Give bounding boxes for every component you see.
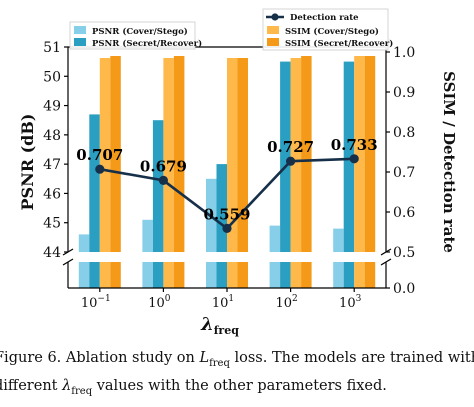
bar-psnr-secret-recover--3	[280, 61, 291, 288]
figure-caption: Figure 6. Ablation study on Lfreq loss. …	[0, 347, 474, 403]
labels-layer: 44 45 46 47 48 49 50 51 0.5 0.6 0.7 0.8 0.9 1.0 0.0 10−…	[18, 40, 458, 337]
caption-line-1: Figure 6. Ablation study on Lfreq loss. …	[0, 350, 474, 369]
legend-swatch-1	[74, 38, 86, 46]
right-tick-label-1: 1.0	[393, 45, 415, 61]
right-tick-label-0.9: 0.9	[393, 85, 415, 101]
left-break-mark-bottom	[62, 258, 74, 266]
detection-rate-point-0	[95, 164, 105, 174]
right-axis-label: SSIM / Detection rate	[440, 71, 458, 253]
data-label-0: 0.707	[76, 146, 123, 164]
bar-ssim-secret-recover--4	[364, 56, 376, 288]
bar-ssim-secret-recover--3	[301, 56, 312, 288]
detection-rate-layer	[95, 154, 359, 233]
ablation-chart: 44 45 46 47 48 49 50 51 0.5 0.6 0.7 0.8 0.9 1.0 0.0 10−…	[18, 8, 458, 337]
legend-layer: PSNR (Cover/Stego)PSNR (Secret/Recover) D…	[69, 8, 393, 51]
break-gap-band	[66, 252, 388, 262]
left-tick-label-45: 45	[43, 216, 61, 232]
data-label-1: 0.679	[140, 157, 187, 175]
bar-ssim-cover-stego--4	[354, 56, 365, 288]
right-tick-label-0.8: 0.8	[393, 125, 415, 141]
legend-swatch-point	[271, 13, 279, 21]
legend-swatch-2	[267, 26, 279, 34]
x-tick-label-4: 103	[339, 294, 362, 311]
left-tick-label-48: 48	[43, 128, 61, 144]
data-label-3: 0.727	[267, 138, 314, 156]
left-legend-box	[69, 21, 196, 50]
bar-ssim-cover-stego--0	[99, 58, 111, 288]
bar-ssim-secret-recover--2	[237, 58, 248, 288]
bar-psnr-cover-stego--2	[206, 178, 217, 288]
right-tick-label-0.5: 0.5	[393, 245, 415, 261]
legend-label-2: SSIM (Cover/Stego)	[285, 26, 379, 37]
x-tick-label-0: 10−1	[81, 294, 111, 311]
detection-rate-point-3	[286, 156, 296, 166]
bar-ssim-cover-stego--1	[163, 58, 174, 288]
left-tick-label-47: 47	[43, 157, 61, 173]
x-tick-label-3: 102	[275, 294, 297, 311]
detection-rate-point-2	[222, 223, 232, 233]
data-label-2: 0.559	[204, 205, 251, 223]
data-label-4: 0.733	[331, 136, 378, 154]
axes-layer	[62, 46, 392, 292]
bar-psnr-secret-recover--1	[152, 120, 164, 288]
bar-ssim-secret-recover--1	[173, 56, 185, 288]
left-tick-label-51: 51	[43, 40, 61, 56]
legend-swatch-3	[267, 38, 279, 46]
left-tick-label-44: 44	[43, 245, 61, 261]
x-tick-label-1: 100	[148, 294, 171, 311]
caption-line-2: different λfreq values with the other pa…	[0, 377, 387, 397]
left-tick-label-46: 46	[43, 186, 61, 202]
legend-swatch-0	[74, 26, 86, 34]
left-axis-label: PSNR (dB)	[18, 114, 37, 211]
bar-ssim-cover-stego--3	[290, 58, 302, 288]
right-tick-label-0: 0.0	[393, 281, 415, 297]
bar-psnr-secret-recover--4	[343, 61, 355, 288]
x-tick-label-2: 101	[212, 294, 234, 311]
bar-psnr-secret-recover--0	[89, 114, 100, 289]
legend-label-0: PSNR (Cover/Stego)	[92, 26, 188, 37]
right-break-mark-bottom	[380, 258, 392, 266]
left-tick-label-50: 50	[43, 69, 61, 85]
legend-label-4: Detection rate	[290, 13, 359, 23]
x-axis-label: λfreq	[200, 314, 239, 337]
detection-rate-point-4	[349, 154, 359, 164]
legend-label-3: SSIM (Secret/Recover)	[285, 38, 393, 49]
left-tick-label-49: 49	[43, 99, 61, 115]
detection-rate-point-1	[158, 175, 168, 185]
right-tick-label-0.7: 0.7	[393, 165, 415, 181]
bar-ssim-cover-stego--2	[227, 58, 238, 288]
right-tick-label-0.6: 0.6	[393, 205, 415, 221]
legend-label-1: PSNR (Secret/Recover)	[92, 38, 202, 49]
axis-break-gap	[66, 252, 388, 262]
